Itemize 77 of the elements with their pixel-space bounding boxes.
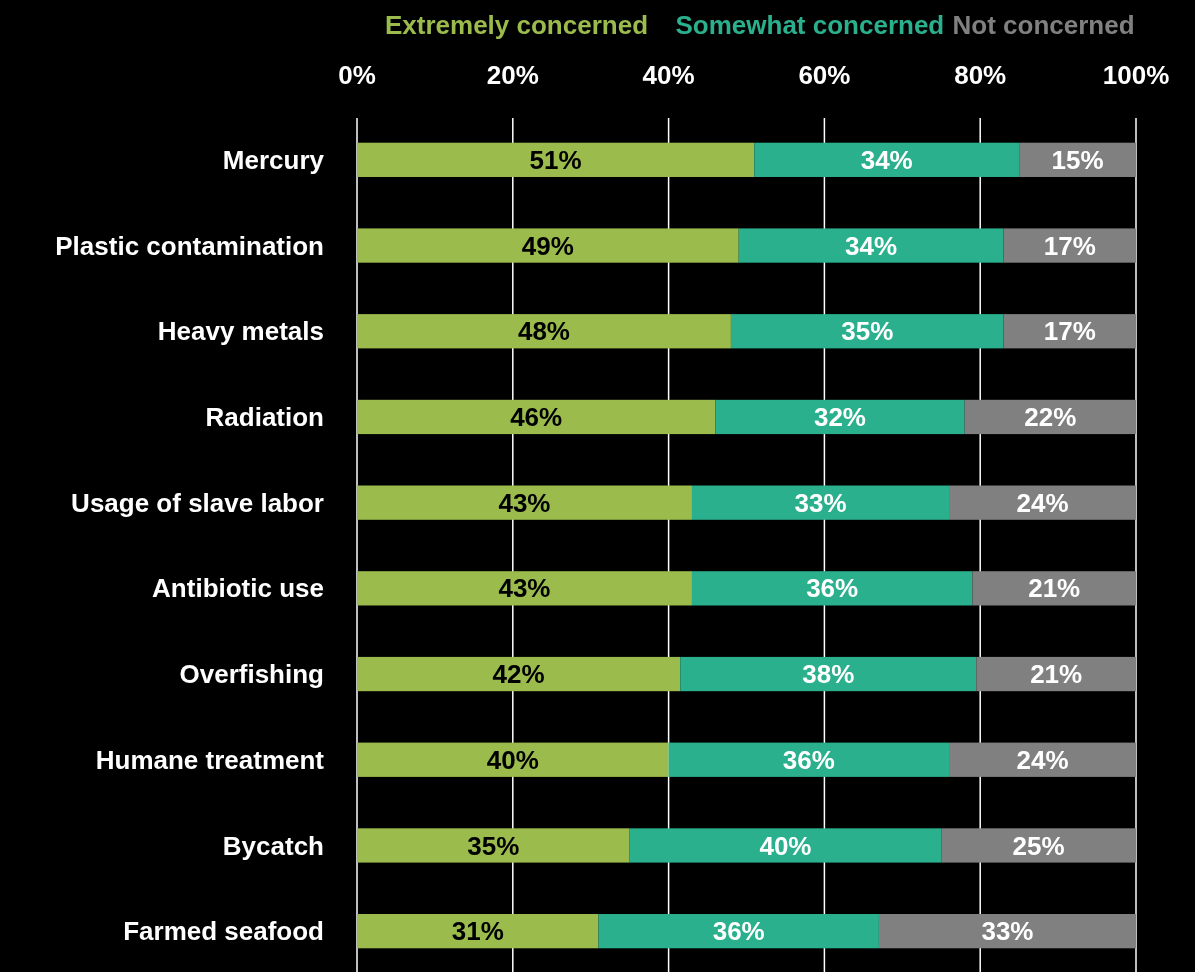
x-tick-label: 40% (642, 60, 695, 90)
text: Not concerned (952, 10, 1135, 40)
text: Somewhat concerned (675, 10, 945, 40)
bar (715, 399, 965, 435)
data-label: 43% (498, 573, 551, 604)
bar (629, 828, 942, 863)
y-tick-label: Bycatch (222, 830, 324, 861)
data-label: 22% (1024, 402, 1077, 433)
bar (357, 142, 755, 177)
y-tick-label: Heavy metals (157, 316, 324, 347)
x-tick-label: 20% (486, 60, 539, 90)
bar (357, 828, 630, 863)
data-label: 40% (759, 830, 812, 861)
data-label: 33% (981, 916, 1034, 947)
data-label: 40% (486, 744, 539, 775)
bar (941, 828, 1136, 863)
bar (754, 142, 1020, 177)
data-label: 36% (806, 573, 859, 604)
y-tick-label: Humane treatment (95, 744, 325, 775)
data-label: 35% (467, 830, 520, 861)
bar (668, 742, 950, 777)
bar (730, 314, 1004, 349)
data-label: 36% (782, 744, 835, 775)
bar (357, 485, 692, 520)
bar (976, 656, 1136, 692)
y-tick-label: Mercury (222, 144, 325, 175)
bar (878, 914, 1136, 949)
data-label: 42% (492, 659, 545, 690)
data-label: 35% (841, 316, 894, 347)
data-label: 17% (1043, 316, 1096, 347)
data-label: 49% (521, 230, 574, 261)
data-label: 24% (1016, 744, 1069, 775)
bar (357, 914, 599, 949)
y-tick-label: Plastic contamination (55, 230, 324, 261)
data-label: 15% (1051, 144, 1104, 175)
bar (949, 485, 1136, 520)
bar (1003, 228, 1136, 263)
data-label: 46% (510, 402, 563, 433)
bar (972, 571, 1136, 606)
data-label: 34% (845, 230, 898, 261)
x-tick-label: 100% (1102, 60, 1170, 90)
x-tick-label: 0% (338, 60, 376, 90)
data-label: 17% (1043, 230, 1096, 261)
x-tick-label: 60% (798, 60, 851, 90)
data-label: 32% (813, 402, 866, 433)
text: Extremely concerned (385, 10, 649, 40)
bar (691, 485, 950, 520)
bar (357, 742, 669, 777)
y-tick-label: Usage of slave labor (71, 487, 324, 518)
y-tick-label: Antibiotic use (152, 573, 324, 604)
bar (680, 656, 977, 692)
data-label: 34% (860, 144, 913, 175)
y-tick-label: Farmed seafood (123, 916, 324, 947)
data-label: 38% (802, 659, 855, 690)
x-tick-label: 80% (954, 60, 1007, 90)
bar (738, 228, 1004, 263)
bar (357, 571, 692, 606)
bar (357, 314, 731, 349)
bar (598, 914, 879, 949)
y-tick-label: Radiation (205, 402, 324, 433)
data-label: 43% (498, 487, 551, 518)
data-label: 24% (1016, 487, 1069, 518)
bar (357, 656, 681, 692)
bar (357, 399, 716, 435)
data-label: 21% (1030, 659, 1083, 690)
data-label: 21% (1028, 573, 1081, 604)
bar (691, 571, 973, 606)
data-label: 51% (529, 144, 582, 175)
data-label: 31% (451, 916, 504, 947)
data-label: 25% (1012, 830, 1065, 861)
data-label: 33% (794, 487, 847, 518)
y-tick-label: Overfishing (179, 659, 324, 690)
data-label: 36% (712, 916, 765, 947)
bar (949, 742, 1136, 777)
data-label: 48% (517, 316, 570, 347)
bar (964, 399, 1136, 435)
bar (357, 228, 739, 263)
